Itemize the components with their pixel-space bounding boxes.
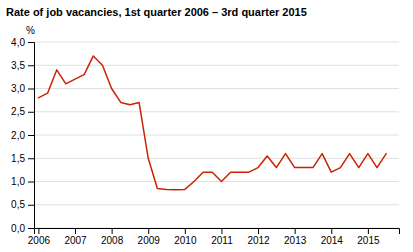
y-tick-label: 1,5 bbox=[11, 153, 25, 164]
y-tick: 0,5 bbox=[11, 199, 34, 210]
x-tick: 2008 bbox=[101, 228, 124, 246]
x-tick-label: 2006 bbox=[28, 235, 51, 246]
x-tick-mark bbox=[258, 228, 259, 234]
grid-line bbox=[34, 42, 399, 43]
y-tick-mark bbox=[28, 112, 34, 113]
x-axis: 2006 2007 2008 2009 2010 2011 2012 2013 2014 2015 bbox=[28, 228, 400, 246]
y-tick: 3,0 bbox=[11, 83, 34, 94]
x-tick: 2013 bbox=[284, 228, 307, 246]
marks bbox=[38, 56, 386, 190]
chart: Rate of job vacancies, 1st quarter 2006 … bbox=[0, 0, 413, 252]
x-tick-mark bbox=[38, 228, 39, 234]
x-tick: 2012 bbox=[247, 228, 270, 246]
x-tick-mark bbox=[112, 228, 113, 234]
y-tick-label: 0,5 bbox=[11, 199, 25, 210]
x-tick-label: 2011 bbox=[211, 235, 233, 246]
y-tick: 2,5 bbox=[11, 106, 34, 117]
x-tick: 2007 bbox=[64, 228, 87, 246]
y-tick-label: 0,0 bbox=[11, 223, 25, 234]
x-axis-line bbox=[35, 229, 400, 235]
y-tick: 3,5 bbox=[11, 60, 34, 71]
y-tick: 0,0 bbox=[11, 223, 34, 234]
y-tick-mark bbox=[28, 158, 34, 159]
y-tick-label: 1,0 bbox=[11, 176, 25, 187]
x-tick-mark bbox=[75, 228, 76, 234]
y-axis-label: % bbox=[26, 25, 35, 36]
y-tick-label: 3,0 bbox=[11, 83, 25, 94]
x-tick-label: 2012 bbox=[247, 235, 270, 246]
plot: 2006 2007 2008 2009 2010 2011 2012 2013 2014 2015… bbox=[11, 37, 399, 246]
x-tick-mark bbox=[331, 228, 332, 234]
y-tick-label: 2,5 bbox=[11, 106, 25, 117]
grid-line bbox=[34, 204, 399, 205]
y-tick-mark bbox=[28, 89, 34, 90]
y-tick: 4,0 bbox=[11, 37, 34, 48]
x-tick: 2010 bbox=[174, 228, 197, 246]
x-tick-label: 2015 bbox=[357, 235, 380, 246]
y-axis-line bbox=[28, 43, 35, 229]
y-tick-mark bbox=[28, 228, 34, 229]
x-tick: 2006 bbox=[28, 228, 51, 246]
x-tick-mark bbox=[368, 228, 369, 234]
grid-line bbox=[34, 181, 399, 182]
x-tick-label: 2010 bbox=[174, 235, 197, 246]
y-tick: 1,5 bbox=[11, 153, 34, 164]
x-tick: 2009 bbox=[138, 228, 161, 246]
x-tick-label: 2014 bbox=[321, 235, 344, 246]
x-tick-mark bbox=[221, 228, 222, 234]
grid-line bbox=[34, 88, 399, 89]
grid-line bbox=[34, 158, 399, 159]
x-tick-label: 2009 bbox=[138, 235, 161, 246]
x-tick: 2015 bbox=[357, 228, 380, 246]
x-tick-label: 2013 bbox=[284, 235, 307, 246]
grid-line bbox=[34, 135, 399, 136]
x-tick-mark bbox=[185, 228, 186, 234]
y-tick-mark bbox=[28, 182, 34, 183]
grid bbox=[34, 42, 399, 228]
grid-line bbox=[34, 111, 399, 112]
title: Rate of job vacancies, 1st quarter 2006 … bbox=[6, 6, 307, 18]
x-tick-mark bbox=[148, 228, 149, 234]
y-tick-mark bbox=[28, 42, 34, 43]
y-tick-label: 2,0 bbox=[11, 130, 25, 141]
y-tick-mark bbox=[28, 205, 34, 206]
x-tick-label: 2008 bbox=[101, 235, 124, 246]
x-tick: 2011 bbox=[211, 228, 233, 246]
y-tick: 1,0 bbox=[11, 176, 34, 187]
y-tick: 2,0 bbox=[11, 130, 34, 141]
y-tick-label: 4,0 bbox=[11, 37, 25, 48]
x-tick: 2014 bbox=[321, 228, 344, 246]
x-tick-label: 2007 bbox=[64, 235, 87, 246]
y-tick-label: 3,5 bbox=[11, 60, 25, 71]
line bbox=[38, 56, 386, 190]
x-tick-mark bbox=[295, 228, 296, 234]
y-axis: 0,0 0,5 1,0 1,5 2,0 2,5 3,0 3,5 4,0 bbox=[11, 37, 34, 234]
y-tick-mark bbox=[28, 65, 34, 66]
y-tick-mark bbox=[28, 135, 34, 136]
